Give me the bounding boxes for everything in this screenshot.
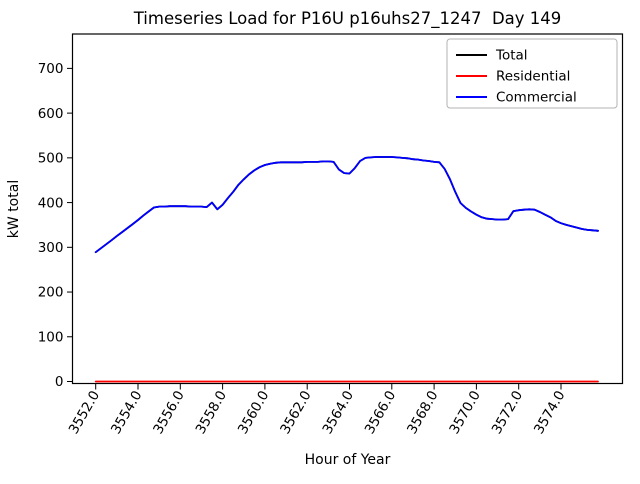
legend-box xyxy=(446,38,618,109)
x-tick-label: 3560.0 xyxy=(235,388,272,437)
y-tick-label: 600 xyxy=(38,106,64,122)
series-line-commercial xyxy=(94,156,599,254)
x-tick-label: 3562.0 xyxy=(277,388,314,437)
y-axis-ticks: 0 100 200 300 400 500 600 700 xyxy=(38,61,73,390)
x-tick-label: 3564.0 xyxy=(319,388,356,437)
x-tick-label: 3574.0 xyxy=(531,388,568,437)
legend-label-commercial: Commercial xyxy=(496,90,577,106)
x-tick-label: 3556.0 xyxy=(150,388,187,437)
y-tick-label: 0 xyxy=(55,374,64,390)
y-axis-label: kW total xyxy=(6,180,22,238)
legend-label-residential: Residential xyxy=(496,69,570,85)
axes-frame xyxy=(71,33,624,385)
x-tick-label: 3554.0 xyxy=(108,388,145,437)
x-tick-label: 3552.0 xyxy=(66,388,103,437)
plot-lines xyxy=(94,156,599,383)
y-tick-label: 300 xyxy=(38,240,64,256)
x-tick-label: 3572.0 xyxy=(489,388,526,437)
y-tick-label: 400 xyxy=(38,195,64,211)
x-tick-label: 3568.0 xyxy=(404,388,441,437)
chart-title: Timeseries Load for P16U p16uhs27_1247 D… xyxy=(133,9,562,29)
y-tick-label: 100 xyxy=(38,329,64,345)
x-tick-label: 3558.0 xyxy=(193,388,230,437)
x-tick-label: 3570.0 xyxy=(446,388,483,437)
x-axis-ticks: 3552.0 3554.0 3556.0 3558.0 3560.0 3562.0 3564… xyxy=(66,383,568,437)
legend-label-total: Total xyxy=(495,48,528,64)
x-axis-label: Hour of Year xyxy=(305,452,391,468)
y-tick-label: 200 xyxy=(38,285,64,301)
x-tick-label: 3566.0 xyxy=(362,388,399,437)
y-tick-label: 500 xyxy=(38,151,64,167)
series-line-total xyxy=(94,156,599,254)
y-tick-label: 700 xyxy=(38,61,64,77)
legend: Total Residential Commercial xyxy=(446,38,618,109)
